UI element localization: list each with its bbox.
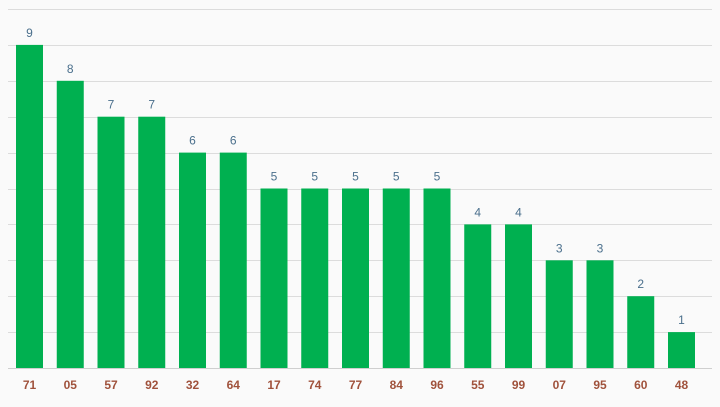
value-label-05: 8 xyxy=(67,62,74,76)
category-label-32: 32 xyxy=(186,378,200,392)
category-label-77: 77 xyxy=(349,378,363,392)
category-labels: 71 05 57 92 32 64 17 74 77 84 96 55 99 07 95 60 48 xyxy=(23,378,689,392)
bar-64[interactable] xyxy=(219,152,247,368)
value-label-77: 5 xyxy=(352,170,359,184)
bar-57[interactable] xyxy=(97,116,125,368)
value-label-84: 5 xyxy=(393,170,400,184)
value-label-60: 2 xyxy=(637,277,644,291)
bar-05[interactable] xyxy=(56,80,84,369)
category-label-17: 17 xyxy=(267,378,281,392)
category-label-57: 57 xyxy=(104,378,118,392)
bar-96[interactable] xyxy=(423,188,451,369)
bar-07[interactable] xyxy=(545,260,573,368)
bar-74[interactable] xyxy=(301,188,329,369)
category-label-07: 07 xyxy=(553,378,567,392)
value-label-57: 7 xyxy=(108,98,115,112)
bar-60[interactable] xyxy=(627,296,655,368)
category-label-74: 74 xyxy=(308,378,322,392)
value-label-95: 3 xyxy=(597,241,604,255)
value-label-17: 5 xyxy=(271,170,278,184)
bar-71[interactable] xyxy=(16,44,43,369)
value-label-92: 7 xyxy=(148,98,155,112)
value-label-99: 4 xyxy=(515,205,522,219)
category-label-84: 84 xyxy=(390,378,404,392)
value-label-55: 4 xyxy=(474,205,481,219)
bar-48[interactable] xyxy=(668,332,695,368)
bar-95[interactable] xyxy=(586,260,614,368)
value-label-32: 6 xyxy=(189,134,196,148)
category-label-71: 71 xyxy=(23,378,37,392)
value-label-48: 1 xyxy=(678,313,685,327)
category-label-92: 92 xyxy=(145,378,159,392)
bar-55[interactable] xyxy=(464,224,492,368)
bar-99[interactable] xyxy=(505,224,532,368)
category-label-48: 48 xyxy=(675,378,689,392)
bar-32[interactable] xyxy=(179,152,206,368)
category-label-64: 64 xyxy=(227,378,241,392)
value-labels: 9 8 7 7 6 6 5 5 5 5 5 4 4 3 3 2 1 xyxy=(26,26,685,327)
bar-17[interactable] xyxy=(260,188,288,369)
value-label-07: 3 xyxy=(556,241,563,255)
value-label-96: 5 xyxy=(434,170,441,184)
category-label-55: 55 xyxy=(471,378,485,392)
bars xyxy=(16,44,695,369)
category-label-60: 60 xyxy=(634,378,648,392)
category-label-99: 99 xyxy=(512,378,526,392)
value-label-64: 6 xyxy=(230,134,237,148)
category-label-05: 05 xyxy=(64,378,78,392)
bar-77[interactable] xyxy=(342,188,369,369)
value-label-74: 5 xyxy=(311,170,318,184)
category-label-96: 96 xyxy=(430,378,444,392)
value-label-71: 9 xyxy=(26,26,33,40)
category-label-95: 95 xyxy=(593,378,607,392)
bar-92[interactable] xyxy=(138,116,166,368)
bar-84[interactable] xyxy=(382,188,410,369)
